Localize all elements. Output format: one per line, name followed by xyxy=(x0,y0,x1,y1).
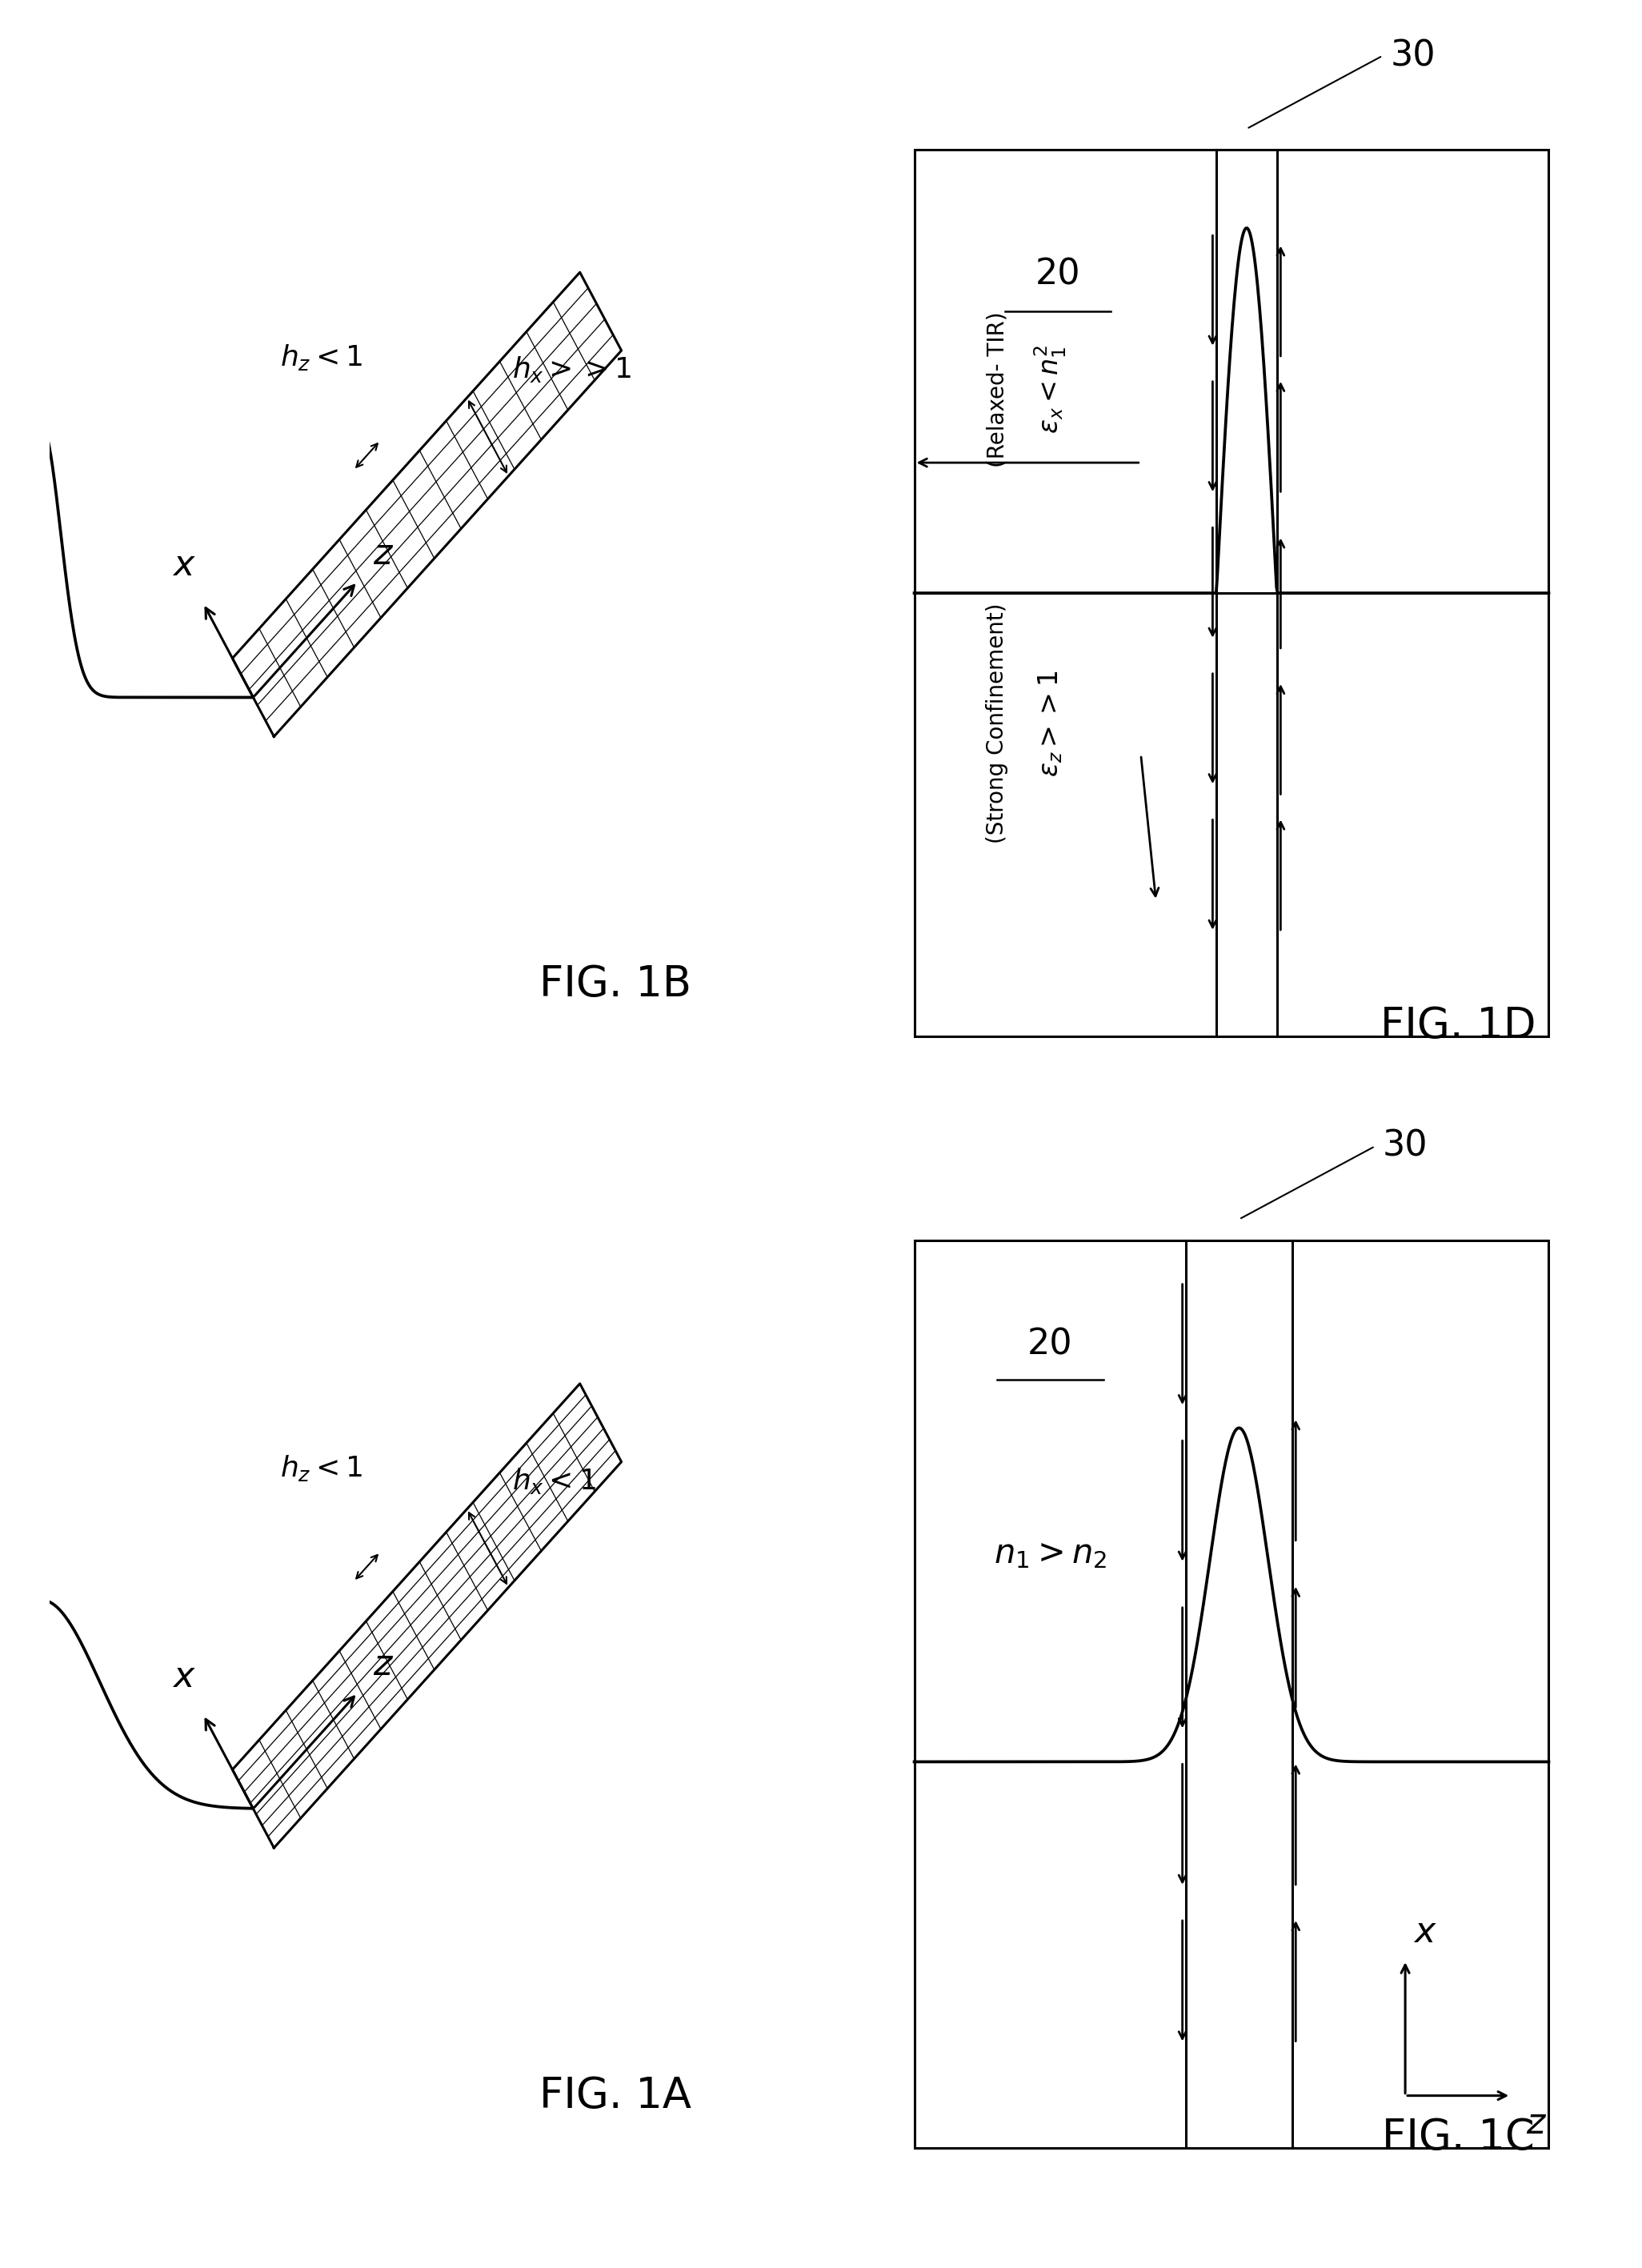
Text: $x$: $x$ xyxy=(172,1660,195,1694)
Text: $z$: $z$ xyxy=(373,538,394,572)
Text: $h_x >> 1$: $h_x >> 1$ xyxy=(512,354,632,383)
Text: $\varepsilon_x < n_1^2$: $\varepsilon_x < n_1^2$ xyxy=(1033,345,1067,433)
Text: FIG. 1D: FIG. 1D xyxy=(1381,1005,1535,1048)
Text: FIG. 1A: FIG. 1A xyxy=(540,2075,691,2116)
Text: $z$: $z$ xyxy=(1525,2107,1547,2141)
Text: $n_1 > n_2$: $n_1 > n_2$ xyxy=(993,1535,1107,1569)
Text: FIG. 1B: FIG. 1B xyxy=(540,964,691,1005)
Text: $z$: $z$ xyxy=(373,1649,394,1683)
Text: $\varepsilon_z >> 1$: $\varepsilon_z >> 1$ xyxy=(1036,669,1064,778)
Text: (Strong Confinement): (Strong Confinement) xyxy=(987,603,1008,844)
Bar xyxy=(915,1241,1548,2148)
Text: $x$: $x$ xyxy=(1412,1914,1437,1950)
Text: $h_z < 1$: $h_z < 1$ xyxy=(281,1454,363,1483)
Text: $h_x < 1$: $h_x < 1$ xyxy=(512,1465,596,1495)
Text: 30: 30 xyxy=(1383,1129,1429,1163)
Text: $x$: $x$ xyxy=(172,549,195,583)
Text: $h_z < 1$: $h_z < 1$ xyxy=(281,342,363,372)
Text: 20: 20 xyxy=(1034,259,1080,293)
Bar xyxy=(915,150,1548,1036)
Text: 20: 20 xyxy=(1028,1327,1072,1361)
Text: FIG. 1C: FIG. 1C xyxy=(1383,2116,1534,2159)
Text: 30: 30 xyxy=(1391,39,1435,73)
Text: (Relaxed- TIR): (Relaxed- TIR) xyxy=(987,311,1008,467)
